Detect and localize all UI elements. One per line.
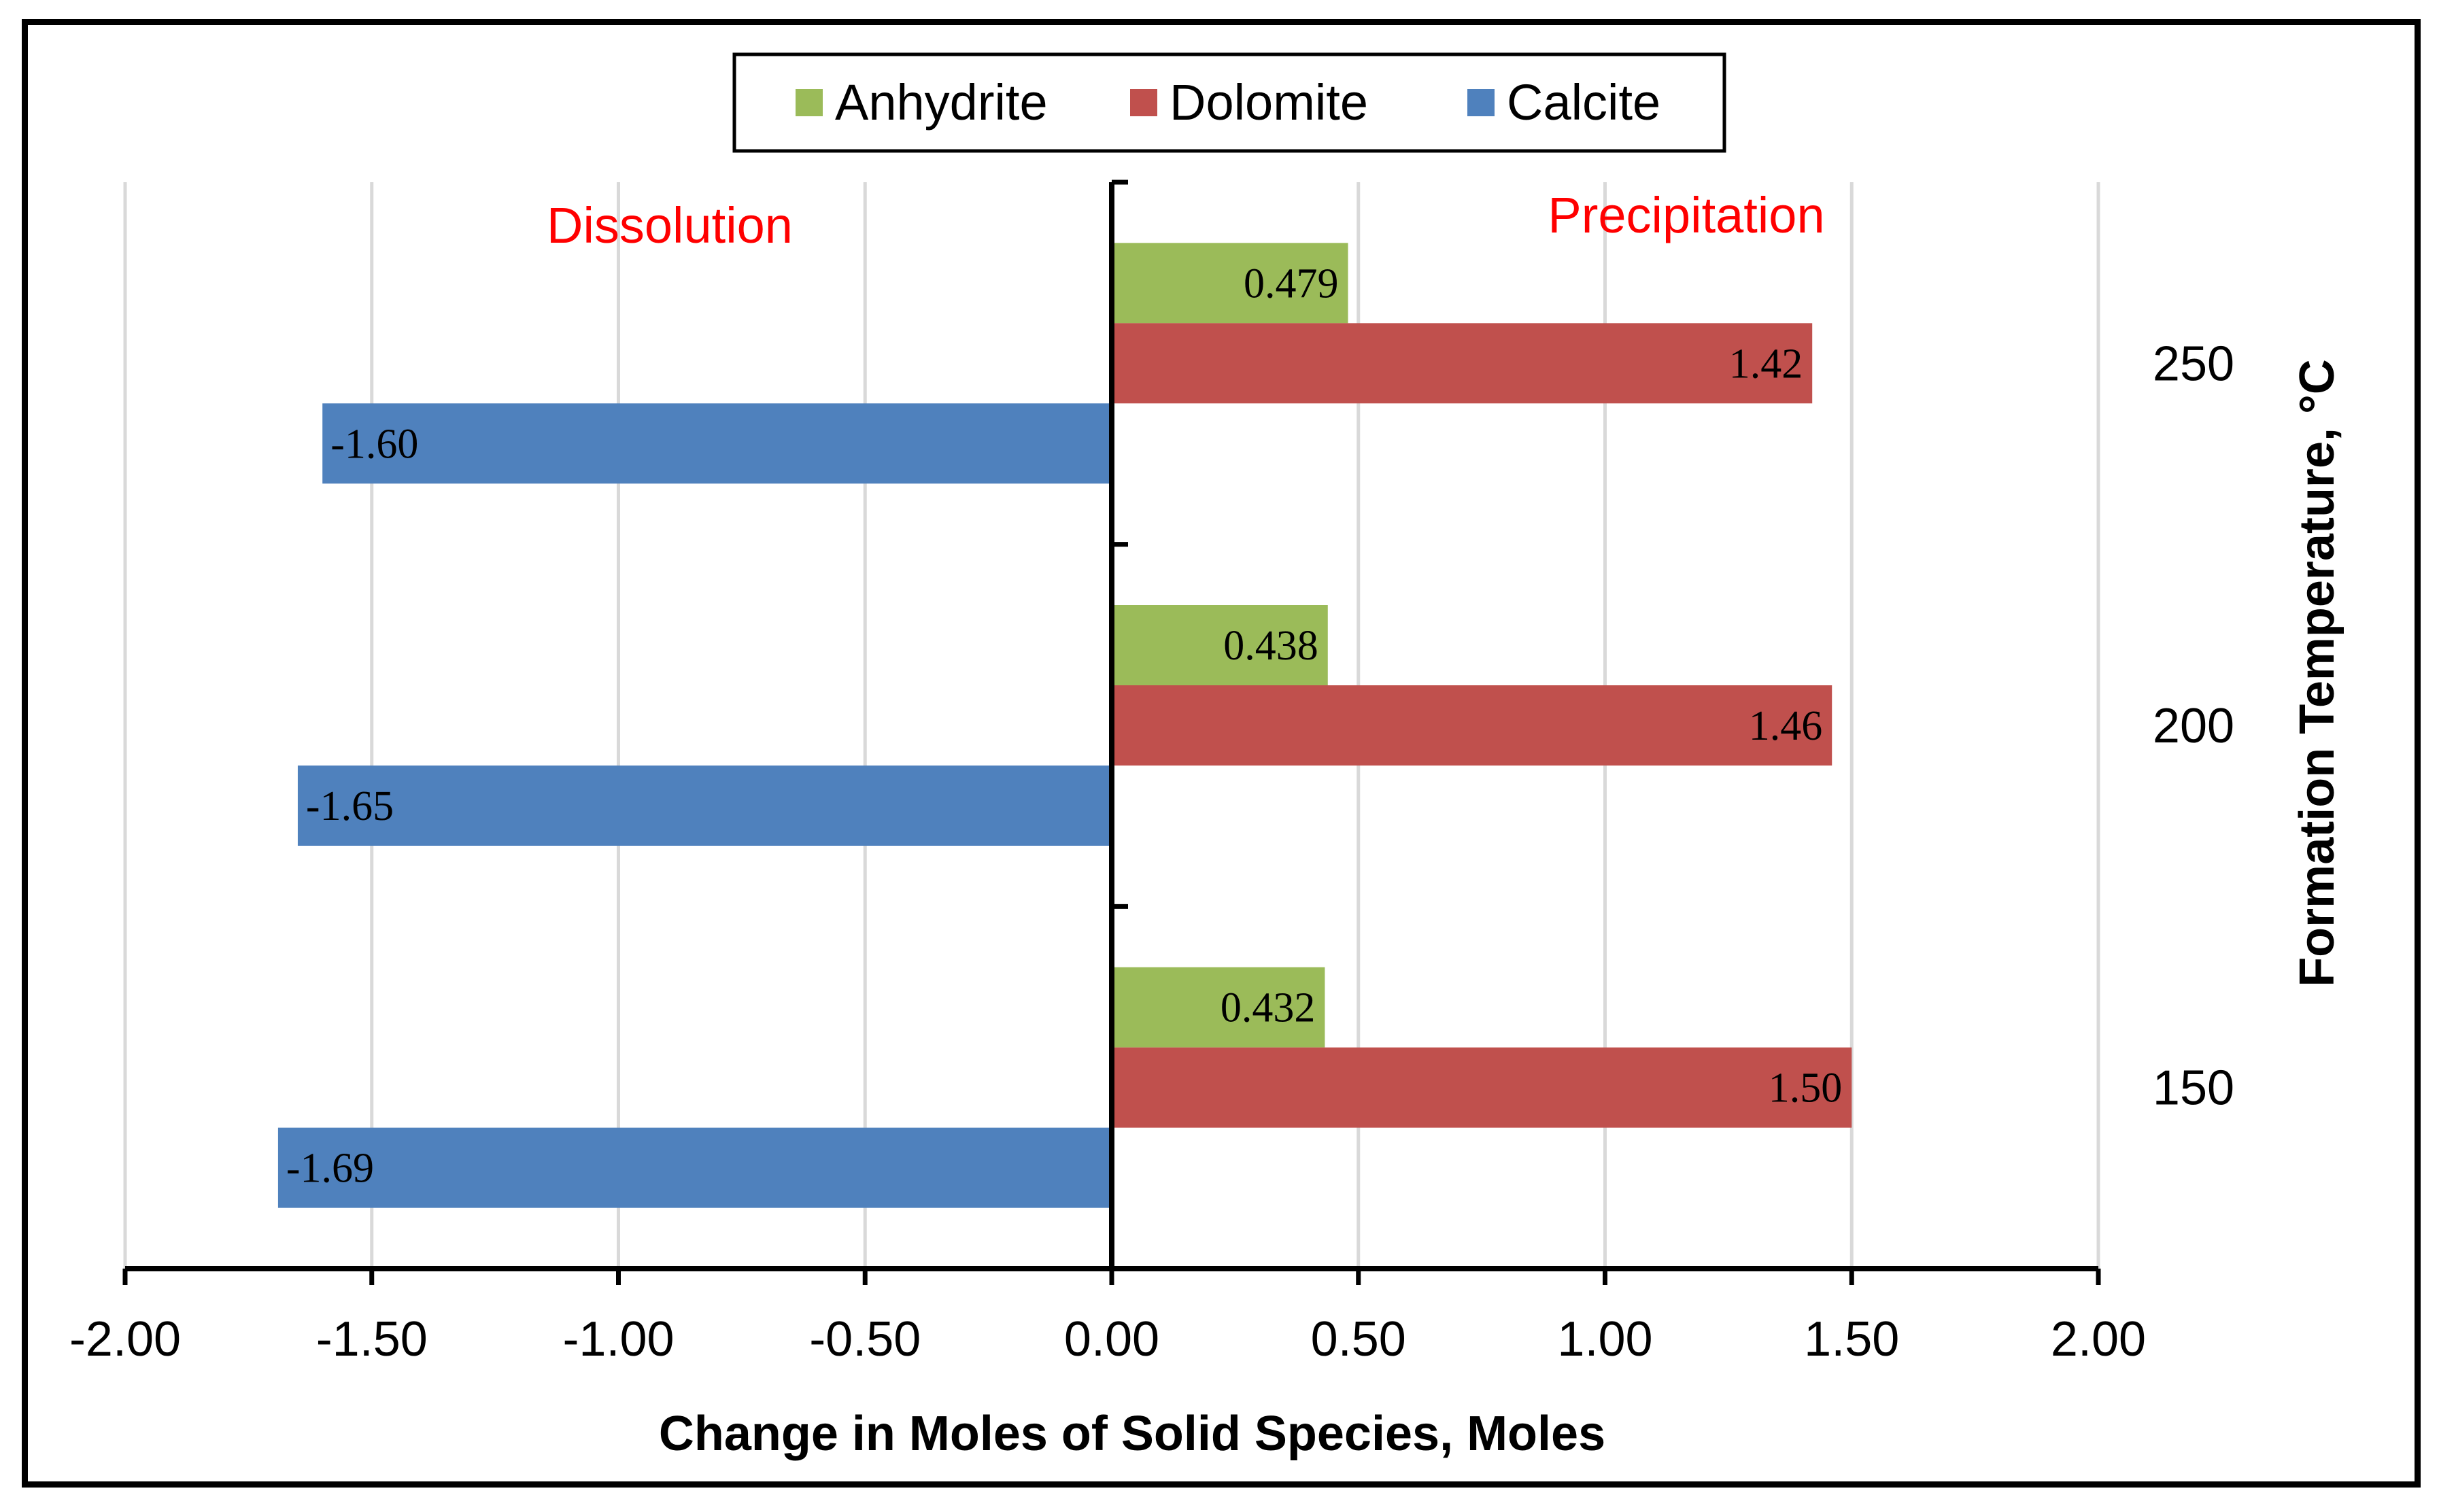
x-tick-label-1: -1.50 <box>316 1312 428 1367</box>
bar-calcite-150 <box>277 1127 1112 1208</box>
y-tick-label-250: 250 <box>2153 337 2234 391</box>
x-tick-label-8: 2.00 <box>2051 1312 2146 1367</box>
bar-dolomite-150 <box>1112 1047 1852 1128</box>
bar-calcite-250 <box>322 403 1112 484</box>
data-label-calcite-250: -1.60 <box>330 421 418 467</box>
bar-anhydrite-250 <box>1112 243 1348 324</box>
y-tick-label-150: 150 <box>2153 1061 2234 1116</box>
data-label-dolomite-150: 1.50 <box>1769 1065 1843 1112</box>
legend: Anhydrite Dolomite Calcite <box>732 52 1726 153</box>
y-axis-title: Formation Temperature, °C <box>2290 359 2344 987</box>
x-tick-label-3: -0.50 <box>809 1312 921 1367</box>
x-tick-labels: -2.00 -1.50 -1.00 -0.50 0.00 0.50 1.00 1.50 2.00 <box>69 1312 2146 1367</box>
data-label-dolomite-250: 1.42 <box>1729 341 1803 387</box>
legend-swatch-dolomite <box>1130 89 1157 116</box>
precipitation-annotation: Precipitation <box>1548 187 1824 243</box>
x-tick-label-4: 0.00 <box>1064 1312 1159 1367</box>
data-label-calcite-150: -1.69 <box>286 1146 374 1192</box>
x-tick-label-0: -2.00 <box>69 1312 181 1367</box>
x-tick-label-6: 1.00 <box>1557 1312 1652 1367</box>
y-tick-labels: 250 200 150 <box>2153 337 2234 1115</box>
bar-anhydrite-150 <box>1112 967 1325 1048</box>
legend-box <box>732 52 1726 153</box>
legend-swatch-anhydrite <box>796 89 823 116</box>
x-axis-title: Change in Moles of Solid Species, Moles <box>659 1407 1605 1461</box>
x-tick-label-7: 1.50 <box>1804 1312 1899 1367</box>
data-label-anhydrite-200: 0.438 <box>1223 623 1318 669</box>
data-label-dolomite-200: 1.46 <box>1749 703 1823 749</box>
bar-dolomite-200 <box>1112 685 1832 766</box>
legend-label-calcite: Calcite <box>1507 74 1660 131</box>
bar-anhydrite-200 <box>1112 605 1328 685</box>
y-tick-label-200: 200 <box>2153 699 2234 753</box>
data-labels: 0.479 1.42 -1.60 0.438 1.46 -1.65 0.432 1.50 -1.… <box>286 260 1842 1191</box>
x-tick-label-2: -1.00 <box>562 1312 674 1367</box>
bar-calcite-200 <box>297 766 1112 846</box>
bar-dolomite-250 <box>1112 323 1813 404</box>
legend-label-dolomite: Dolomite <box>1170 74 1368 131</box>
legend-swatch-calcite <box>1467 89 1495 116</box>
axes <box>122 179 2101 1285</box>
data-label-calcite-200: -1.65 <box>306 783 394 829</box>
x-tick-label-5: 0.50 <box>1311 1312 1406 1367</box>
bars <box>277 243 1852 1208</box>
legend-label-anhydrite: Anhydrite <box>835 74 1048 131</box>
dissolution-annotation: Dissolution <box>547 197 793 254</box>
data-label-anhydrite-250: 0.479 <box>1244 260 1339 307</box>
data-label-anhydrite-150: 0.432 <box>1221 985 1316 1031</box>
